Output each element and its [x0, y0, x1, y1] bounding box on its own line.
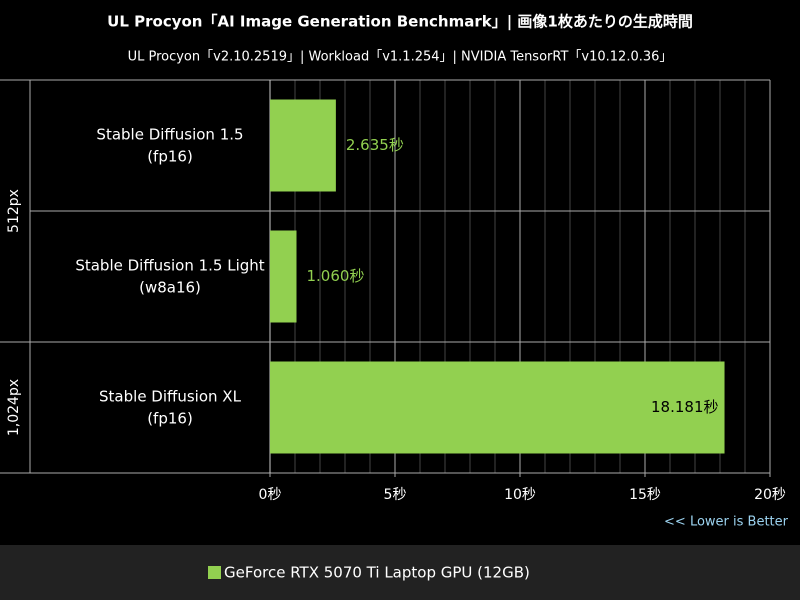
- bar: [270, 230, 297, 323]
- chart-title: UL Procyon「AI Image Generation Benchmark…: [107, 13, 693, 32]
- x-tick-label: 20秒: [754, 487, 786, 503]
- value-label: 18.181秒: [651, 398, 719, 416]
- value-label: 1.060秒: [307, 267, 365, 285]
- value-label: 2.635秒: [346, 136, 404, 154]
- y-tick-label: Stable Diffusion 1.5 Light (w8a16): [75, 256, 264, 296]
- y-tick-label-line: (fp16): [147, 409, 193, 427]
- legend-background: [0, 545, 800, 600]
- y-tick-label-line: Stable Diffusion XL: [99, 387, 242, 405]
- background: [0, 0, 800, 545]
- legend-swatch: [208, 566, 221, 579]
- y-tick-label-line: Stable Diffusion 1.5: [96, 125, 243, 143]
- y-tick-label-line: Stable Diffusion 1.5 Light: [75, 256, 264, 274]
- x-tick-label: 15秒: [629, 487, 661, 503]
- chart-subtitle: UL Procyon「v2.10.2519」| Workload「v1.1.25…: [128, 50, 673, 65]
- group-label: 1,024px: [6, 379, 22, 436]
- bar: [270, 361, 725, 454]
- annotation: << Lower is Better: [664, 515, 789, 530]
- x-tick-label: 5秒: [384, 487, 407, 503]
- x-tick-label: 0秒: [259, 487, 282, 503]
- x-tick-label: 10秒: [504, 487, 536, 503]
- legend-label: GeForce RTX 5070 Ti Laptop GPU (12GB): [224, 564, 530, 582]
- y-tick-label-line: (w8a16): [139, 278, 201, 296]
- y-tick-label: Stable Diffusion 1.5 (fp16): [96, 125, 243, 165]
- bar: [270, 99, 336, 192]
- group-label: 512px: [6, 189, 22, 233]
- y-tick-label-line: (fp16): [147, 147, 193, 165]
- y-tick-label: Stable Diffusion XL (fp16): [99, 387, 242, 427]
